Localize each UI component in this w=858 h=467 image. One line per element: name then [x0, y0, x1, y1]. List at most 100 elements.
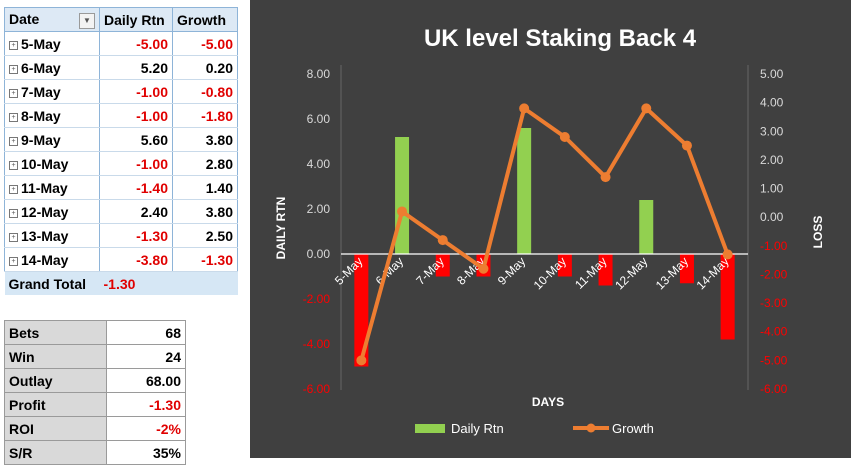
table-row: +5-May -5.00 -5.00: [4, 31, 238, 56]
growth-cell: -1.30: [172, 247, 238, 272]
growth-point-8-may[interactable]: [478, 263, 489, 274]
daily-rtn-cell: -5.00: [99, 31, 173, 56]
growth-point-11-may[interactable]: [600, 172, 611, 183]
date-label: 7-May: [21, 83, 61, 100]
legend-bar-swatch: [415, 424, 445, 433]
expand-icon[interactable]: +: [9, 136, 18, 146]
growth-header[interactable]: Growth: [172, 7, 238, 32]
y2-tick-label: -2.00: [760, 267, 788, 281]
grand-total-label: Grand Total: [4, 271, 100, 295]
pivot-table: Date ▼ Daily Rtn Growth +5-May -5.00 -5.…: [4, 7, 238, 295]
table-row: +11-May -1.40 1.40: [4, 175, 238, 200]
growth-point-13-may[interactable]: [681, 140, 692, 151]
bar-9-may[interactable]: [517, 128, 532, 254]
y2-tick-label: 4.00: [760, 96, 784, 110]
stats-row: S/R 35%: [4, 440, 186, 465]
stat-value: 24: [106, 344, 186, 369]
x-tick-label: 12-May: [612, 254, 650, 292]
growth-cell: 2.80: [172, 151, 238, 176]
y-tick-label: 2.00: [307, 202, 331, 216]
date-label: 12-May: [21, 203, 69, 220]
date-cell: +10-May: [4, 151, 100, 176]
growth-point-5-may[interactable]: [356, 355, 367, 366]
growth-point-9-may[interactable]: [519, 103, 530, 114]
expand-icon[interactable]: +: [9, 88, 18, 98]
x-tick-label: 9-May: [495, 254, 528, 287]
combo-chart: UK level Staking Back 4 -6.00-5.00-4.00-…: [274, 25, 825, 436]
date-cell: +7-May: [4, 79, 100, 104]
stat-label: Bets: [4, 320, 107, 345]
stats-row: Profit -1.30: [4, 392, 186, 417]
expand-icon[interactable]: +: [9, 184, 18, 194]
y2-tick-label: 3.00: [760, 124, 784, 138]
growth-cell: 0.20: [172, 55, 238, 80]
x-axis-labels: 5-May 6-May 7-May 8-May 9-May 10-May 11-May 12-…: [332, 254, 732, 292]
date-cell: +8-May: [4, 103, 100, 128]
date-cell: +5-May: [4, 31, 100, 56]
date-header[interactable]: Date ▼: [4, 7, 100, 32]
y-tick-label: 8.00: [307, 67, 331, 81]
table-row: +13-May -1.30 2.50: [4, 223, 238, 248]
date-cell: +13-May: [4, 223, 100, 248]
date-label: 11-May: [21, 179, 68, 196]
y-tick-label: -6.00: [303, 382, 331, 396]
expand-icon[interactable]: +: [9, 64, 18, 74]
stat-label: Win: [4, 344, 107, 369]
legend-label-growth: Growth: [612, 421, 654, 436]
expand-icon[interactable]: +: [9, 232, 18, 242]
daily-rtn-header[interactable]: Daily Rtn: [99, 7, 173, 32]
daily-rtn-cell: -1.00: [99, 103, 173, 128]
grand-total-empty: [172, 271, 238, 295]
bar-12-may[interactable]: [639, 200, 654, 254]
date-cell: +11-May: [4, 175, 100, 200]
expand-icon[interactable]: +: [9, 256, 18, 266]
growth-point-12-may[interactable]: [641, 103, 652, 114]
date-label: 5-May: [21, 35, 61, 52]
y2-tick-label: -6.00: [760, 382, 788, 396]
date-cell: +6-May: [4, 55, 100, 80]
bar-7-may[interactable]: [435, 254, 450, 277]
growth-cell: 3.80: [172, 199, 238, 224]
stat-label: Profit: [4, 392, 107, 417]
chart-legend[interactable]: Daily Rtn Growth: [415, 421, 654, 436]
x-axis-title: DAYS: [532, 395, 564, 409]
daily-rtn-cell: -1.00: [99, 151, 173, 176]
bar-10-may[interactable]: [557, 254, 572, 277]
expand-icon[interactable]: +: [9, 112, 18, 122]
table-row: +10-May -1.00 2.80: [4, 151, 238, 176]
filter-dropdown-icon[interactable]: ▼: [79, 12, 95, 29]
expand-icon[interactable]: +: [9, 208, 18, 218]
stat-label: ROI: [4, 416, 107, 441]
growth-point-14-may[interactable]: [722, 249, 733, 260]
date-label: 9-May: [21, 131, 61, 148]
bar-14-may[interactable]: [720, 254, 735, 340]
date-label: 10-May: [21, 155, 69, 172]
stat-value: 35%: [106, 440, 186, 465]
bar-11-may[interactable]: [598, 254, 613, 286]
chart-title: UK level Staking Back 4: [424, 25, 697, 52]
growth-point-6-may[interactable]: [397, 206, 408, 217]
date-cell: +12-May: [4, 199, 100, 224]
stat-value: 68.00: [106, 368, 186, 393]
y-tick-label: 4.00: [307, 157, 331, 171]
daily-rtn-cell: 5.20: [99, 55, 173, 80]
growth-cell: -0.80: [172, 79, 238, 104]
daily-rtn-cell: 2.40: [99, 199, 173, 224]
chart-area[interactable]: UK level Staking Back 4 -6.00 -5.00 -4.00-…: [250, 0, 851, 458]
stat-label: Outlay: [4, 368, 107, 393]
table-row: +14-May -3.80 -1.30: [4, 247, 238, 272]
growth-point-10-may[interactable]: [559, 132, 570, 142]
left-axis-ticks: -6.00 -4.00 -2.00 0.00 2.00 4.00 6.00 8.00: [303, 67, 331, 396]
date-label: 14-May: [21, 251, 69, 268]
expand-icon[interactable]: +: [9, 40, 18, 50]
bar-13-may[interactable]: [679, 254, 694, 284]
bar-5-may[interactable]: [354, 254, 369, 367]
expand-icon[interactable]: +: [9, 160, 18, 170]
growth-point-7-may[interactable]: [437, 235, 448, 246]
stat-value: -2%: [106, 416, 186, 441]
right-axis-ticks: -6.00 -5.00 -4.00 -3.00 -2.00 -1.00 0.00 1.00 2.…: [760, 67, 788, 396]
stat-value: 68: [106, 320, 186, 345]
date-header-label: Date: [9, 10, 40, 27]
growth-line[interactable]: [359, 106, 730, 361]
y2-tick-label: 2.00: [760, 153, 784, 167]
